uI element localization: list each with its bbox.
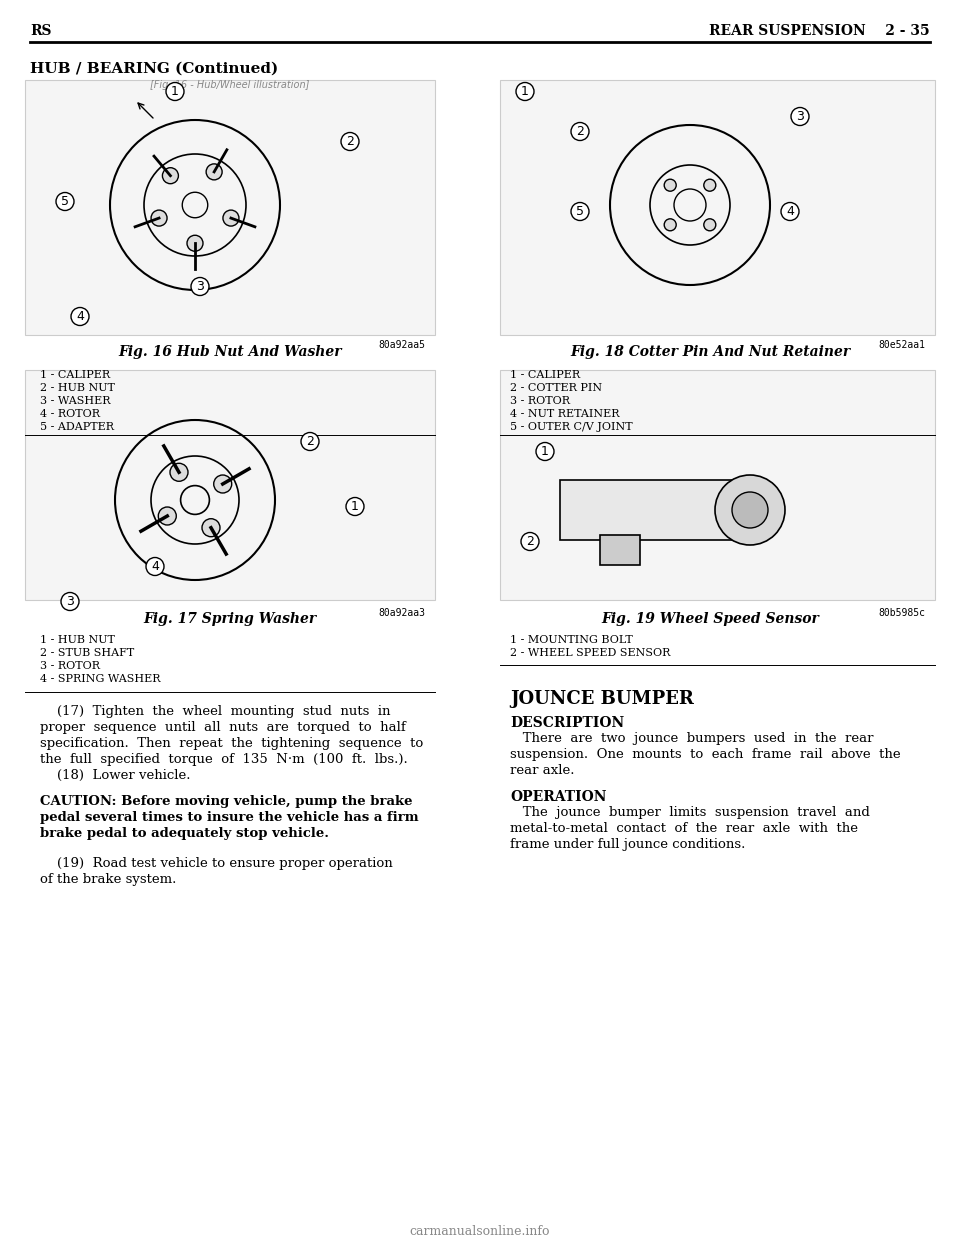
Text: JOUNCE BUMPER: JOUNCE BUMPER bbox=[510, 691, 694, 708]
Circle shape bbox=[206, 164, 222, 180]
Text: 1 - CALIPER: 1 - CALIPER bbox=[510, 370, 580, 380]
Text: 3 - WASHER: 3 - WASHER bbox=[40, 396, 110, 406]
Text: CAUTION: Before moving vehicle, pump the brake: CAUTION: Before moving vehicle, pump the… bbox=[40, 795, 413, 809]
FancyBboxPatch shape bbox=[25, 370, 435, 600]
Text: the  full  specified  torque  of  135  N·m  (100  ft.  lbs.).: the full specified torque of 135 N·m (10… bbox=[40, 753, 408, 766]
Text: (19)  Road test vehicle to ensure proper operation: (19) Road test vehicle to ensure proper … bbox=[40, 857, 393, 869]
Text: 4: 4 bbox=[76, 310, 84, 323]
Circle shape bbox=[202, 519, 220, 537]
Circle shape bbox=[704, 179, 716, 191]
Text: Fig. 18 Cotter Pin And Nut Retainer: Fig. 18 Cotter Pin And Nut Retainer bbox=[570, 345, 850, 359]
Circle shape bbox=[732, 492, 768, 528]
Circle shape bbox=[223, 210, 239, 226]
Text: specification.  Then  repeat  the  tightening  sequence  to: specification. Then repeat the tightenin… bbox=[40, 737, 423, 750]
Text: REAR SUSPENSION    2 - 35: REAR SUSPENSION 2 - 35 bbox=[709, 24, 930, 39]
Text: 1: 1 bbox=[171, 84, 179, 98]
Text: 80b5985c: 80b5985c bbox=[878, 609, 925, 619]
Text: 3: 3 bbox=[196, 279, 204, 293]
FancyBboxPatch shape bbox=[560, 479, 740, 540]
Text: Fig. 19 Wheel Speed Sensor: Fig. 19 Wheel Speed Sensor bbox=[601, 612, 819, 626]
Text: 2 - HUB NUT: 2 - HUB NUT bbox=[40, 383, 115, 392]
Text: 3: 3 bbox=[66, 595, 74, 609]
Text: pedal several times to insure the vehicle has a firm: pedal several times to insure the vehicl… bbox=[40, 811, 419, 823]
FancyBboxPatch shape bbox=[500, 79, 935, 335]
Text: metal-to-metal  contact  of  the  rear  axle  with  the: metal-to-metal contact of the rear axle … bbox=[510, 822, 858, 835]
Text: 80a92aa3: 80a92aa3 bbox=[378, 609, 425, 619]
Text: 2: 2 bbox=[576, 125, 584, 138]
Text: 1 - MOUNTING BOLT: 1 - MOUNTING BOLT bbox=[510, 635, 633, 645]
Text: Fig. 17 Spring Washer: Fig. 17 Spring Washer bbox=[143, 612, 317, 626]
Circle shape bbox=[158, 507, 177, 525]
Text: rear axle.: rear axle. bbox=[510, 764, 574, 777]
Text: 4: 4 bbox=[151, 560, 159, 573]
Text: 1: 1 bbox=[541, 445, 549, 458]
Text: 5: 5 bbox=[576, 205, 584, 219]
Text: 2 - WHEEL SPEED SENSOR: 2 - WHEEL SPEED SENSOR bbox=[510, 648, 670, 658]
Circle shape bbox=[170, 463, 188, 482]
Text: 1 - HUB NUT: 1 - HUB NUT bbox=[40, 635, 115, 645]
Text: 4 - NUT RETAINER: 4 - NUT RETAINER bbox=[510, 409, 619, 419]
Text: of the brake system.: of the brake system. bbox=[40, 873, 177, 886]
Text: Fig. 16 Hub Nut And Washer: Fig. 16 Hub Nut And Washer bbox=[118, 345, 342, 359]
Text: carmanualsonline.info: carmanualsonline.info bbox=[410, 1225, 550, 1238]
Text: 4: 4 bbox=[786, 205, 794, 219]
Text: 2 - COTTER PIN: 2 - COTTER PIN bbox=[510, 383, 602, 392]
Text: HUB / BEARING (Continued): HUB / BEARING (Continued) bbox=[30, 62, 278, 76]
Text: (17)  Tighten  the  wheel  mounting  stud  nuts  in: (17) Tighten the wheel mounting stud nut… bbox=[40, 705, 391, 718]
Text: (18)  Lower vehicle.: (18) Lower vehicle. bbox=[40, 769, 190, 782]
Circle shape bbox=[704, 219, 716, 231]
Text: 3 - ROTOR: 3 - ROTOR bbox=[40, 661, 100, 671]
Text: 1 - CALIPER: 1 - CALIPER bbox=[40, 370, 110, 380]
Circle shape bbox=[715, 474, 785, 545]
Text: suspension.  One  mounts  to  each  frame  rail  above  the: suspension. One mounts to each frame rai… bbox=[510, 748, 900, 761]
Text: 4 - ROTOR: 4 - ROTOR bbox=[40, 409, 100, 419]
Text: 4 - SPRING WASHER: 4 - SPRING WASHER bbox=[40, 674, 160, 684]
Text: 2: 2 bbox=[306, 435, 314, 448]
Circle shape bbox=[151, 210, 167, 226]
Text: 2 - STUB SHAFT: 2 - STUB SHAFT bbox=[40, 648, 134, 658]
Text: 2: 2 bbox=[526, 535, 534, 548]
Text: [Fig. 16 - Hub/Wheel illustration]: [Fig. 16 - Hub/Wheel illustration] bbox=[151, 79, 310, 89]
Circle shape bbox=[187, 235, 203, 251]
Text: 5: 5 bbox=[61, 195, 69, 207]
Text: 5 - ADAPTER: 5 - ADAPTER bbox=[40, 422, 114, 432]
Text: 5 - OUTER C/V JOINT: 5 - OUTER C/V JOINT bbox=[510, 422, 633, 432]
FancyBboxPatch shape bbox=[500, 370, 935, 600]
Circle shape bbox=[214, 474, 231, 493]
Circle shape bbox=[664, 219, 676, 231]
Circle shape bbox=[162, 168, 179, 184]
Text: 3 - ROTOR: 3 - ROTOR bbox=[510, 396, 570, 406]
Text: RS: RS bbox=[30, 24, 52, 39]
Text: 2: 2 bbox=[346, 135, 354, 148]
Text: 80e52aa1: 80e52aa1 bbox=[878, 340, 925, 350]
Text: The  jounce  bumper  limits  suspension  travel  and: The jounce bumper limits suspension trav… bbox=[510, 806, 870, 818]
Circle shape bbox=[664, 179, 676, 191]
FancyBboxPatch shape bbox=[600, 535, 640, 565]
Text: OPERATION: OPERATION bbox=[510, 790, 607, 804]
Text: proper  sequence  until  all  nuts  are  torqued  to  half: proper sequence until all nuts are torqu… bbox=[40, 722, 406, 734]
Text: 3: 3 bbox=[796, 111, 804, 123]
Text: 1: 1 bbox=[521, 84, 529, 98]
Text: 80a92aa5: 80a92aa5 bbox=[378, 340, 425, 350]
Text: There  are  two  jounce  bumpers  used  in  the  rear: There are two jounce bumpers used in the… bbox=[510, 732, 874, 745]
Text: frame under full jounce conditions.: frame under full jounce conditions. bbox=[510, 838, 745, 851]
FancyBboxPatch shape bbox=[25, 79, 435, 335]
Text: DESCRIPTION: DESCRIPTION bbox=[510, 715, 624, 730]
Text: brake pedal to adequately stop vehicle.: brake pedal to adequately stop vehicle. bbox=[40, 827, 329, 840]
Text: 1: 1 bbox=[351, 501, 359, 513]
